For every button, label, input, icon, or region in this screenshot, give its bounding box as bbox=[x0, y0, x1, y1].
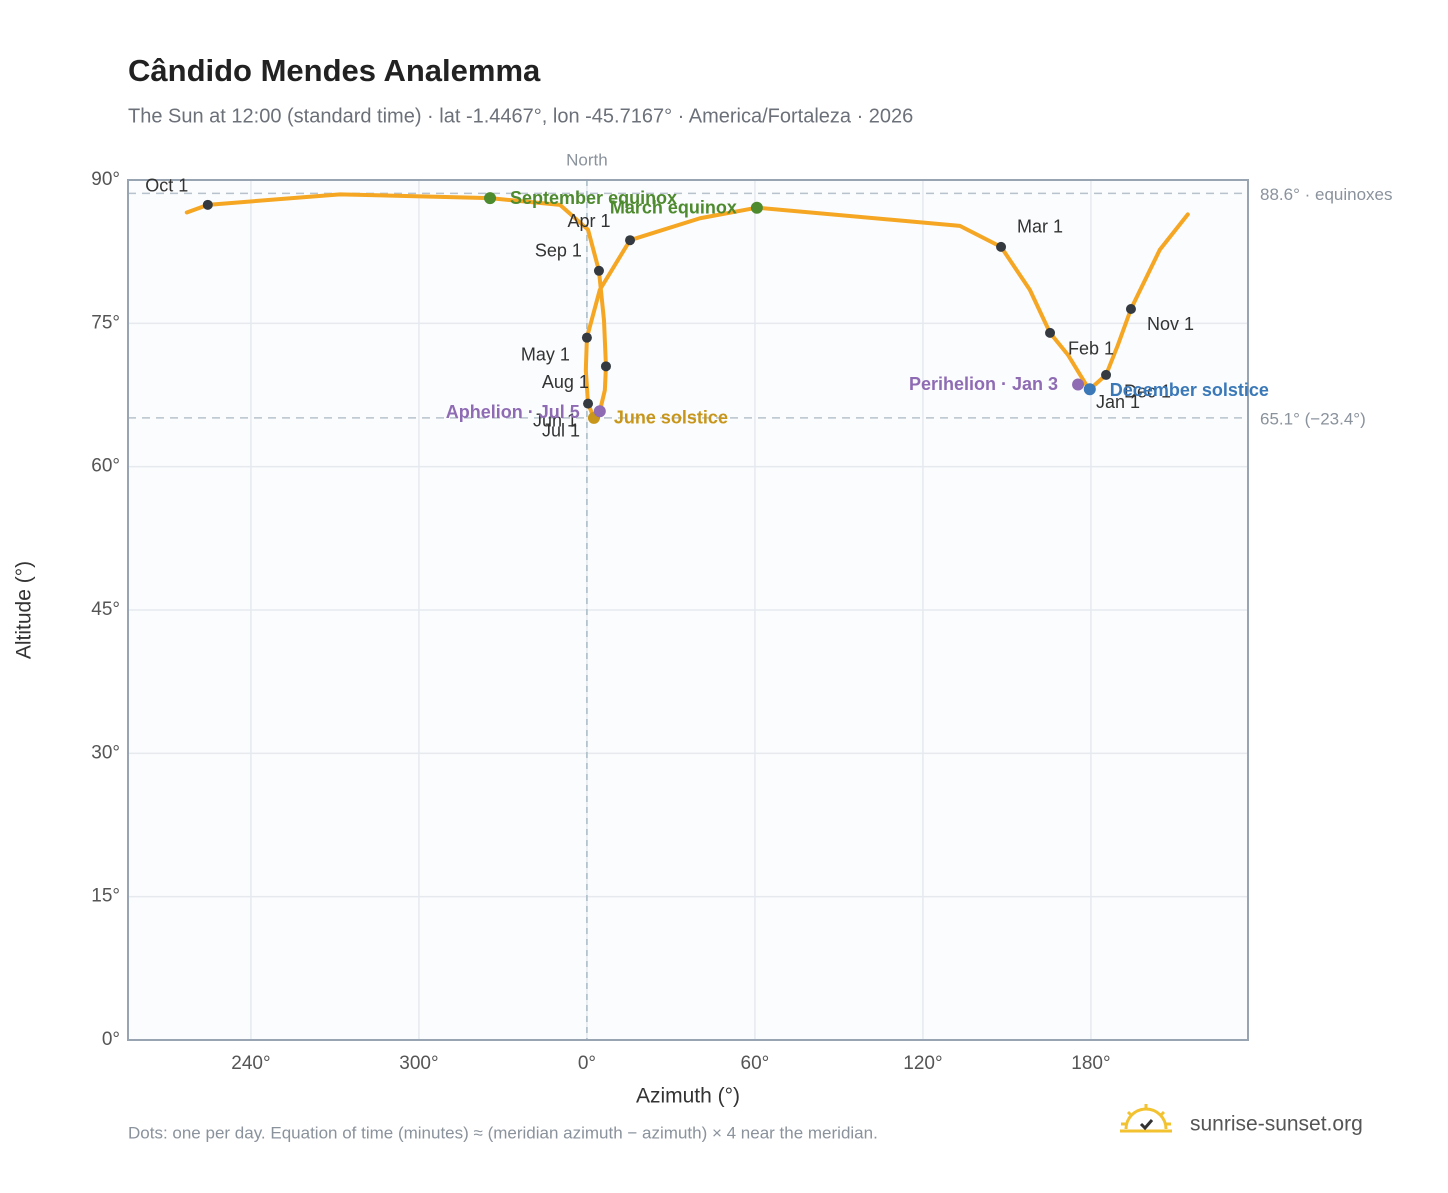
x-tick-label: 60° bbox=[741, 1053, 770, 1074]
reference-label: North bbox=[566, 150, 608, 169]
x-axis-label: Azimuth (°) bbox=[636, 1085, 740, 1108]
y-tick-label: 75° bbox=[91, 312, 120, 333]
event-label: March equinox bbox=[610, 197, 737, 217]
footnote: Dots: one per day. Equation of time (min… bbox=[128, 1123, 878, 1142]
x-tick-label: 120° bbox=[903, 1053, 942, 1074]
event-label: September equinox bbox=[510, 188, 677, 208]
month-marker bbox=[1125, 304, 1136, 314]
month-marker bbox=[625, 235, 636, 246]
month-label: May 1 bbox=[521, 344, 570, 364]
month-label: Oct 1 bbox=[145, 176, 188, 196]
reference-label: 65.1° (−23.4°) bbox=[1260, 409, 1366, 428]
month-marker bbox=[1045, 327, 1056, 338]
brand: sunrise-sunset.org bbox=[1190, 1113, 1363, 1136]
month-marker bbox=[583, 398, 594, 409]
month-label: Nov 1 bbox=[1147, 314, 1194, 334]
event-marker bbox=[484, 192, 497, 205]
brand-icon bbox=[1120, 1104, 1172, 1133]
chart-title: Cândido Mendes Analemma bbox=[128, 53, 541, 88]
plot-frame bbox=[127, 179, 1249, 1041]
month-label: Jul 1 bbox=[542, 421, 580, 441]
month-marker bbox=[600, 361, 611, 372]
x-tick-label: 240° bbox=[231, 1053, 270, 1074]
event-marker bbox=[1083, 383, 1096, 396]
y-tick-label: 90° bbox=[91, 169, 120, 190]
event-marker bbox=[750, 201, 763, 214]
month-label: Mar 1 bbox=[1017, 217, 1063, 237]
reference-label: 88.6° · equinoxes bbox=[1260, 185, 1393, 204]
month-marker bbox=[202, 199, 213, 210]
y-tick-label: 15° bbox=[91, 886, 120, 907]
month-label: Dec 1 bbox=[1124, 382, 1171, 402]
x-tick-label: 300° bbox=[399, 1053, 438, 1074]
x-tick-label: 180° bbox=[1071, 1053, 1110, 1074]
month-label: Jan 1 bbox=[1096, 392, 1140, 412]
month-marker bbox=[1101, 369, 1112, 380]
month-label: Feb 1 bbox=[1068, 339, 1114, 359]
x-tick-label: 0° bbox=[578, 1053, 596, 1074]
month-marker bbox=[593, 265, 604, 276]
y-tick-label: 30° bbox=[91, 742, 120, 763]
event-marker bbox=[593, 405, 606, 418]
chart-subtitle: The Sun at 12:00 (standard time) · lat -… bbox=[128, 105, 913, 127]
y-tick-label: 0° bbox=[102, 1029, 120, 1050]
y-tick-label: 45° bbox=[91, 599, 120, 620]
event-label: Aphelion · Jul 5 bbox=[446, 402, 580, 422]
event-label: December solstice bbox=[1110, 380, 1269, 400]
y-tick-label: 60° bbox=[91, 456, 120, 477]
event-label: June solstice bbox=[614, 408, 728, 428]
month-marker bbox=[581, 332, 592, 343]
month-label: Apr 1 bbox=[568, 211, 611, 231]
event-marker bbox=[1072, 378, 1085, 391]
y-axis-label: Altitude (°) bbox=[13, 561, 36, 659]
month-label: Jun 1 bbox=[533, 410, 577, 430]
month-label: Sep 1 bbox=[535, 241, 582, 261]
month-label: Aug 1 bbox=[542, 372, 589, 392]
month-marker bbox=[996, 241, 1007, 252]
event-label: Perihelion · Jan 3 bbox=[909, 374, 1058, 394]
